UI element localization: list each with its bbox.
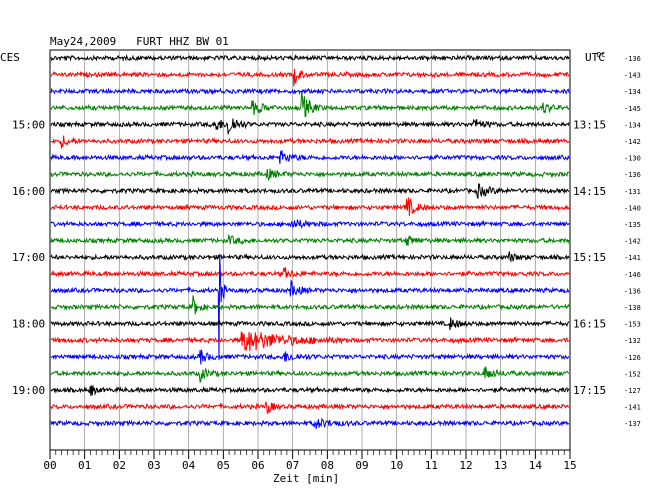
dc-offset-label: -142 [624,238,641,246]
dc-offset-label: -134 [624,121,641,129]
dc-offset-label: -137 [624,420,641,428]
seismic-trace [50,92,570,118]
dc-offset-label: -132 [624,337,641,345]
seismic-trace [50,219,570,230]
dc-offset-label: -136 [624,287,641,295]
chart-title: May24,2009 FURT HHZ BW 01 [50,35,229,48]
x-tick-label: 10 [390,459,403,472]
x-tick-label: 14 [529,459,543,472]
utc-label: 13:15 [573,118,606,131]
seismic-trace [50,331,570,352]
hour-label: 17:00 [12,251,45,264]
x-axis-ticks [49,450,571,459]
hour-label: 18:00 [12,318,45,331]
right-timezone-label: UTC [585,51,605,64]
seismic-trace [50,417,570,429]
utc-label: 14:15 [573,185,606,198]
dc-offset-label: -140 [624,204,641,212]
dc-offset-label: -131 [624,188,641,196]
dc-offset-header: DC [597,51,605,59]
seismic-trace [50,253,570,361]
seismic-trace [50,233,570,246]
seismic-trace [50,401,570,414]
minute-gridlines [84,50,536,450]
trace-group [50,53,570,429]
hour-label: 16:00 [12,185,45,198]
seismic-trace [50,53,570,63]
seismic-trace [50,150,570,164]
dc-offset-label: -130 [624,155,641,163]
dc-offset-label: -136 [624,55,641,63]
hour-label: 19:00 [12,384,45,397]
seismic-trace [50,349,570,365]
seismic-trace [50,118,570,135]
x-tick-label: 00 [43,459,56,472]
left-hour-labels: 15:00 16:00 17:00 18:00 19:00 [12,118,45,397]
dc-offset-label: -135 [624,221,641,229]
seismic-trace [50,250,570,263]
hour-label: 15:00 [12,118,45,131]
seismic-trace [50,168,570,182]
x-tick-label: 07 [286,459,299,472]
seismic-trace [50,68,570,87]
x-tick-label: 13 [494,459,507,472]
utc-label: 15:15 [573,251,606,264]
dc-offset-label: -126 [624,354,641,362]
dc-offset-label: -134 [624,88,641,96]
seismic-trace [50,267,570,278]
x-tick-label: 01 [78,459,91,472]
dc-offset-label: -142 [624,138,641,146]
x-axis-title: Zeit [min] [273,472,339,485]
dc-offset-label: -143 [624,72,641,80]
dc-offset-label: -138 [624,304,641,312]
dc-offset-label: -127 [624,387,641,395]
x-tick-label: 08 [321,459,334,472]
utc-label: 16:15 [573,318,606,331]
dc-offset-label: -136 [624,171,641,179]
dc-offset-label: -152 [624,370,641,378]
x-tick-label: 12 [459,459,472,472]
x-tick-label: 06 [251,459,264,472]
seismic-trace [50,295,570,315]
x-tick-label: 05 [217,459,230,472]
x-tick-label: 02 [113,459,126,472]
x-tick-label: 15 [563,459,576,472]
seismic-trace [50,197,570,217]
dc-offset-label: -153 [624,321,641,329]
x-tick-label: 03 [147,459,160,472]
seismic-trace [50,135,570,149]
x-tick-label: 11 [425,459,438,472]
dc-offset-label: -145 [624,105,641,113]
dc-offset-label: -141 [624,254,641,262]
utc-label: 17:15 [573,384,606,397]
right-utc-labels: 13:15 14:15 15:15 16:15 17:15 [573,118,606,397]
seismic-trace [50,366,570,383]
x-tick-label: 09 [355,459,368,472]
dc-offset-labels: -136 -143 -134 -145 -134 -142 -130 -136 -131 -140… [624,55,641,428]
x-axis-tick-labels: 00 01 02 03 04 05 06 07 08 09 10 11 12 13 14 15 [43,459,576,472]
seismic-trace [50,87,570,96]
x-tick-label: 04 [182,459,196,472]
seismic-trace [50,385,570,397]
left-timezone-label: CES [0,51,20,64]
seismic-trace [50,183,570,200]
dc-offset-label: -146 [624,271,641,279]
seismic-trace [50,317,570,331]
dc-offset-label: -141 [624,404,641,412]
